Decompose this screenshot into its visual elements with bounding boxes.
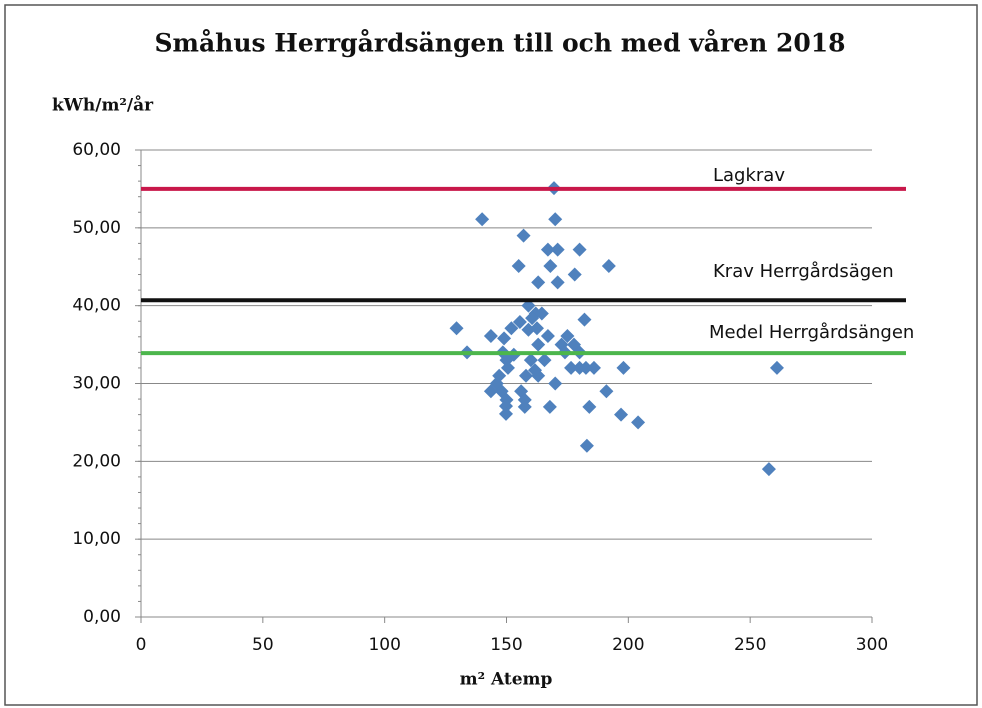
point [504, 321, 519, 336]
point [548, 376, 563, 391]
point [523, 353, 538, 368]
point [511, 258, 526, 273]
point [761, 462, 776, 477]
reference-label: Krav Herrgårdsägen [713, 261, 894, 282]
point [483, 384, 498, 399]
point [586, 360, 601, 375]
point [518, 368, 533, 383]
point [499, 399, 514, 414]
point [540, 242, 555, 257]
point [500, 360, 515, 375]
point [531, 275, 546, 290]
point [497, 331, 512, 346]
point [534, 306, 549, 321]
point [614, 407, 629, 422]
point [516, 228, 531, 243]
point [531, 337, 546, 352]
x-tick-label: 50 [252, 635, 274, 655]
y-tick-label: 40,00 [72, 296, 121, 316]
point [567, 267, 582, 282]
point [550, 242, 565, 257]
point [528, 363, 543, 378]
point [517, 399, 532, 414]
x-tick-label: 150 [490, 635, 522, 655]
point [577, 312, 592, 327]
point [517, 392, 532, 407]
point [548, 212, 563, 227]
chart-title: Småhus Herrgårdsängen till och med våren… [154, 29, 845, 58]
x-axis-label: m² Atemp [460, 670, 553, 690]
point [599, 384, 614, 399]
point [601, 258, 616, 273]
point [542, 399, 557, 414]
x-tick-label: 200 [612, 635, 644, 655]
x-tick-label: 300 [856, 635, 888, 655]
point [499, 406, 514, 421]
point [525, 311, 540, 326]
point [579, 438, 594, 453]
point [572, 242, 587, 257]
point [475, 212, 490, 227]
point [616, 360, 631, 375]
point [537, 353, 552, 368]
x-tick-label: 100 [368, 635, 400, 655]
x-tick-label: 250 [734, 635, 766, 655]
point [582, 399, 597, 414]
y-tick-label: 60,00 [72, 140, 121, 160]
y-tick-label: 30,00 [72, 374, 121, 394]
point [449, 321, 464, 336]
y-tick-label: 20,00 [72, 451, 121, 471]
point [550, 275, 565, 290]
point [631, 415, 646, 430]
y-tick-label: 0,00 [83, 607, 121, 627]
point [543, 258, 558, 273]
point [512, 315, 527, 330]
y-tick-label: 10,00 [72, 529, 121, 549]
point [529, 321, 544, 336]
x-tick-label: 0 [136, 635, 147, 655]
point [540, 329, 555, 344]
point [564, 360, 579, 375]
point [483, 329, 498, 344]
point [560, 329, 575, 344]
point [578, 360, 593, 375]
point [769, 360, 784, 375]
reference-label: Lagkrav [713, 165, 785, 186]
y-axis-label: kWh/m²/år [52, 95, 154, 116]
y-tick-label: 50,00 [72, 218, 121, 238]
reference-label: Medel Herrgårdsängen [709, 322, 914, 343]
